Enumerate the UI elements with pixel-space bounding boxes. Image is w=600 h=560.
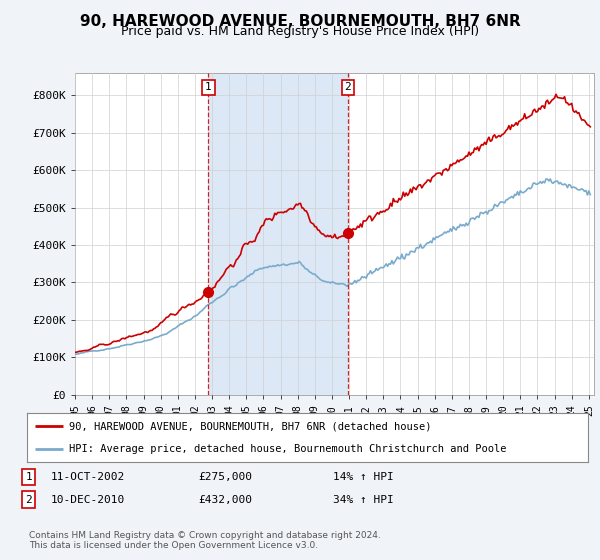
Text: HPI: Average price, detached house, Bournemouth Christchurch and Poole: HPI: Average price, detached house, Bour… bbox=[69, 444, 506, 454]
Text: 90, HAREWOOD AVENUE, BOURNEMOUTH, BH7 6NR (detached house): 90, HAREWOOD AVENUE, BOURNEMOUTH, BH7 6N… bbox=[69, 421, 431, 431]
Text: 10-DEC-2010: 10-DEC-2010 bbox=[51, 494, 125, 505]
Text: 1: 1 bbox=[25, 472, 32, 482]
Text: £432,000: £432,000 bbox=[198, 494, 252, 505]
Text: 11-OCT-2002: 11-OCT-2002 bbox=[51, 472, 125, 482]
Text: £275,000: £275,000 bbox=[198, 472, 252, 482]
Text: Contains HM Land Registry data © Crown copyright and database right 2024.
This d: Contains HM Land Registry data © Crown c… bbox=[29, 531, 380, 550]
Text: 1: 1 bbox=[205, 82, 212, 92]
Text: 2: 2 bbox=[344, 82, 351, 92]
Text: 14% ↑ HPI: 14% ↑ HPI bbox=[333, 472, 394, 482]
Text: 34% ↑ HPI: 34% ↑ HPI bbox=[333, 494, 394, 505]
Text: 2: 2 bbox=[25, 494, 32, 505]
Text: Price paid vs. HM Land Registry's House Price Index (HPI): Price paid vs. HM Land Registry's House … bbox=[121, 25, 479, 38]
Text: 90, HAREWOOD AVENUE, BOURNEMOUTH, BH7 6NR: 90, HAREWOOD AVENUE, BOURNEMOUTH, BH7 6N… bbox=[80, 14, 520, 29]
Bar bbox=[208, 73, 347, 395]
